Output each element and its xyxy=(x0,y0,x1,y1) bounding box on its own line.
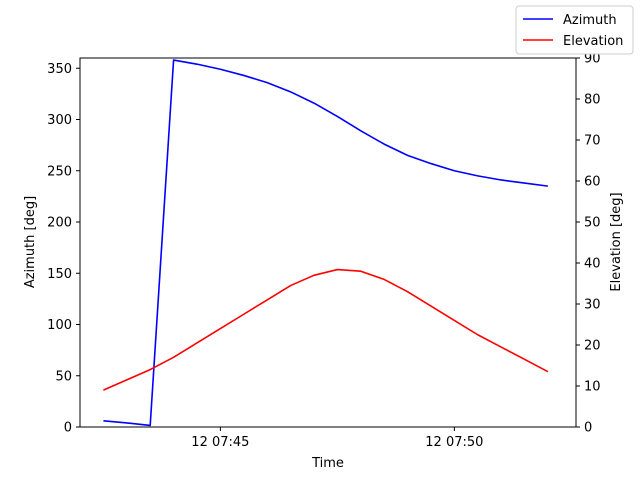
x-tick-label: 12 07:45 xyxy=(191,435,249,450)
legend: Azimuth Elevation xyxy=(515,5,634,55)
right-y-tick-label: 50 xyxy=(584,216,601,231)
right-y-tick-label: 0 xyxy=(584,421,592,436)
right-y-tick-label: 90 xyxy=(584,52,601,67)
x-tick-label: 12 07:50 xyxy=(425,435,483,450)
right-y-tick-label: 80 xyxy=(584,93,601,108)
left-y-tick-label: 200 xyxy=(47,216,72,231)
right-y-tick-label: 30 xyxy=(584,298,601,313)
right-y-tick-label: 10 xyxy=(584,380,601,395)
x-axis-label: Time xyxy=(311,456,344,471)
left-y-tick-label: 150 xyxy=(47,267,72,282)
left-y-tick-label: 250 xyxy=(47,164,72,179)
left-y-tick-label: 50 xyxy=(55,369,72,384)
plot-frame xyxy=(79,57,577,428)
right-y-tick-label: 20 xyxy=(584,339,601,354)
left-y-tick-label: 0 xyxy=(64,421,72,436)
legend-elevation-label: Elevation xyxy=(563,34,623,49)
elevation-line xyxy=(103,268,549,391)
left-y-tick-label: 100 xyxy=(47,318,72,333)
x-axis: 12 07:45 12 07:50 xyxy=(191,427,483,450)
legend-azimuth-label: Azimuth xyxy=(563,13,617,28)
right-y-axis-label: Elevation [deg] xyxy=(609,192,624,291)
left-y-axis-label: Azimuth [deg] xyxy=(23,196,38,288)
right-y-tick-label: 70 xyxy=(584,134,601,149)
right-y-tick-label: 60 xyxy=(584,175,601,190)
right-y-axis: 0 10 20 30 40 50 60 70 80 90 xyxy=(576,52,601,436)
left-y-axis: 0 50 100 150 200 250 300 350 xyxy=(47,62,80,436)
legend-box xyxy=(515,5,634,55)
azimuth-line xyxy=(103,59,549,427)
series-layer xyxy=(103,59,549,427)
left-y-tick-label: 300 xyxy=(47,113,72,128)
right-y-tick-label: 40 xyxy=(584,257,601,272)
left-y-tick-label: 350 xyxy=(47,62,72,77)
